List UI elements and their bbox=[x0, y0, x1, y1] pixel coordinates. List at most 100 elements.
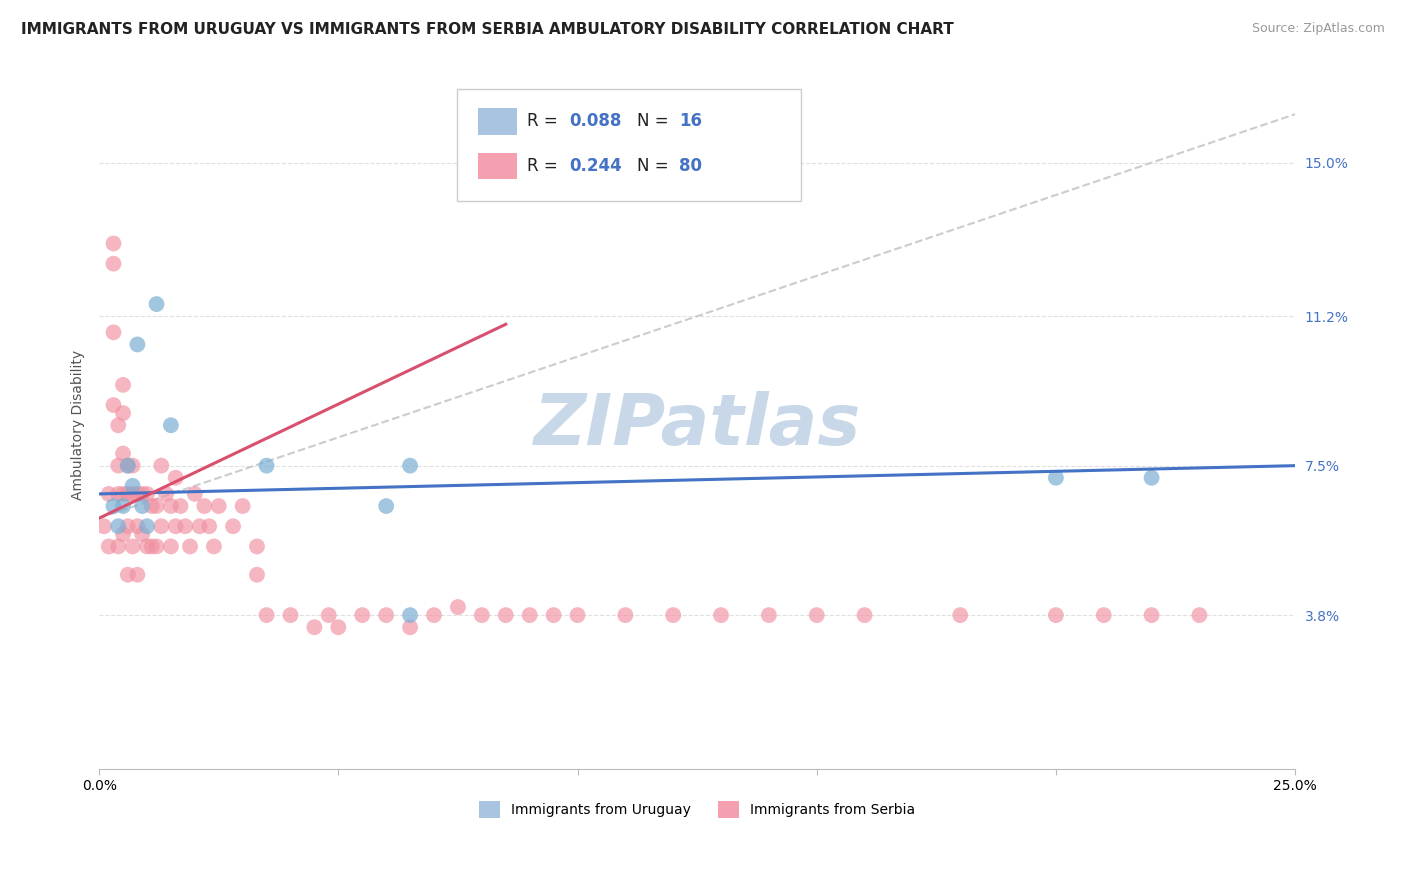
Point bbox=[328, 620, 350, 634]
Point bbox=[127, 487, 149, 501]
Point bbox=[232, 499, 254, 513]
Point bbox=[375, 608, 398, 623]
Point bbox=[318, 608, 340, 623]
Point bbox=[150, 519, 173, 533]
Point bbox=[758, 608, 780, 623]
Point bbox=[112, 527, 135, 541]
Y-axis label: Ambulatory Disability: Ambulatory Disability bbox=[72, 351, 86, 500]
Point bbox=[121, 458, 143, 473]
Point bbox=[1140, 471, 1163, 485]
Point bbox=[97, 487, 120, 501]
Point bbox=[169, 499, 191, 513]
Point bbox=[806, 608, 828, 623]
Point bbox=[103, 398, 125, 412]
Point bbox=[117, 458, 139, 473]
Text: 0.088: 0.088 bbox=[569, 112, 621, 130]
Point bbox=[141, 499, 163, 513]
Text: Source: ZipAtlas.com: Source: ZipAtlas.com bbox=[1251, 22, 1385, 36]
Point bbox=[131, 499, 153, 513]
Point bbox=[112, 446, 135, 460]
Text: R =: R = bbox=[527, 157, 564, 175]
Point bbox=[188, 519, 211, 533]
Point bbox=[103, 257, 125, 271]
Point bbox=[1188, 608, 1211, 623]
Point bbox=[97, 540, 120, 554]
Point bbox=[131, 527, 153, 541]
Point bbox=[208, 499, 231, 513]
Point bbox=[117, 567, 139, 582]
Point bbox=[112, 487, 135, 501]
Point bbox=[256, 458, 278, 473]
Point bbox=[399, 458, 422, 473]
Text: 0.244: 0.244 bbox=[569, 157, 623, 175]
Point bbox=[160, 418, 183, 433]
Text: ZIPatlas: ZIPatlas bbox=[533, 391, 860, 459]
Point bbox=[121, 540, 143, 554]
Point bbox=[145, 297, 167, 311]
Point bbox=[112, 499, 135, 513]
Text: N =: N = bbox=[637, 157, 673, 175]
Point bbox=[853, 608, 876, 623]
Point bbox=[375, 499, 398, 513]
Point bbox=[1045, 471, 1067, 485]
Point bbox=[136, 540, 159, 554]
Point bbox=[131, 487, 153, 501]
Point bbox=[117, 519, 139, 533]
Point bbox=[447, 600, 470, 615]
Point bbox=[150, 458, 173, 473]
Point bbox=[160, 499, 183, 513]
Point bbox=[399, 608, 422, 623]
Legend: Immigrants from Uruguay, Immigrants from Serbia: Immigrants from Uruguay, Immigrants from… bbox=[474, 796, 921, 823]
Point bbox=[174, 519, 197, 533]
Point bbox=[160, 540, 183, 554]
Point bbox=[107, 540, 129, 554]
Text: 80: 80 bbox=[679, 157, 702, 175]
Point bbox=[567, 608, 589, 623]
Point bbox=[352, 608, 374, 623]
Point bbox=[107, 418, 129, 433]
Text: IMMIGRANTS FROM URUGUAY VS IMMIGRANTS FROM SERBIA AMBULATORY DISABILITY CORRELAT: IMMIGRANTS FROM URUGUAY VS IMMIGRANTS FR… bbox=[21, 22, 953, 37]
Point bbox=[165, 471, 187, 485]
Point bbox=[246, 540, 269, 554]
Point bbox=[179, 540, 201, 554]
Point bbox=[184, 487, 207, 501]
Point bbox=[145, 540, 167, 554]
Point bbox=[121, 479, 143, 493]
Point bbox=[193, 499, 215, 513]
Point bbox=[256, 608, 278, 623]
Point bbox=[117, 487, 139, 501]
Point bbox=[112, 406, 135, 420]
Point bbox=[198, 519, 221, 533]
Point bbox=[127, 567, 149, 582]
Point bbox=[543, 608, 565, 623]
Point bbox=[127, 519, 149, 533]
Point bbox=[155, 487, 177, 501]
Point bbox=[127, 337, 149, 351]
Point bbox=[202, 540, 225, 554]
Point bbox=[710, 608, 733, 623]
Point bbox=[614, 608, 637, 623]
Point bbox=[107, 487, 129, 501]
Point bbox=[103, 326, 125, 340]
Point bbox=[103, 499, 125, 513]
Point bbox=[949, 608, 972, 623]
Point bbox=[1140, 608, 1163, 623]
Point bbox=[107, 458, 129, 473]
Point bbox=[246, 567, 269, 582]
Point bbox=[1092, 608, 1115, 623]
Point bbox=[519, 608, 541, 623]
Point bbox=[495, 608, 517, 623]
Point bbox=[280, 608, 302, 623]
Point bbox=[136, 519, 159, 533]
Point bbox=[145, 499, 167, 513]
Point bbox=[136, 487, 159, 501]
Point bbox=[304, 620, 326, 634]
Point bbox=[399, 620, 422, 634]
Point bbox=[121, 487, 143, 501]
Point bbox=[423, 608, 446, 623]
Point bbox=[165, 519, 187, 533]
Point bbox=[103, 236, 125, 251]
Text: R =: R = bbox=[527, 112, 564, 130]
Text: 16: 16 bbox=[679, 112, 702, 130]
Point bbox=[93, 519, 115, 533]
